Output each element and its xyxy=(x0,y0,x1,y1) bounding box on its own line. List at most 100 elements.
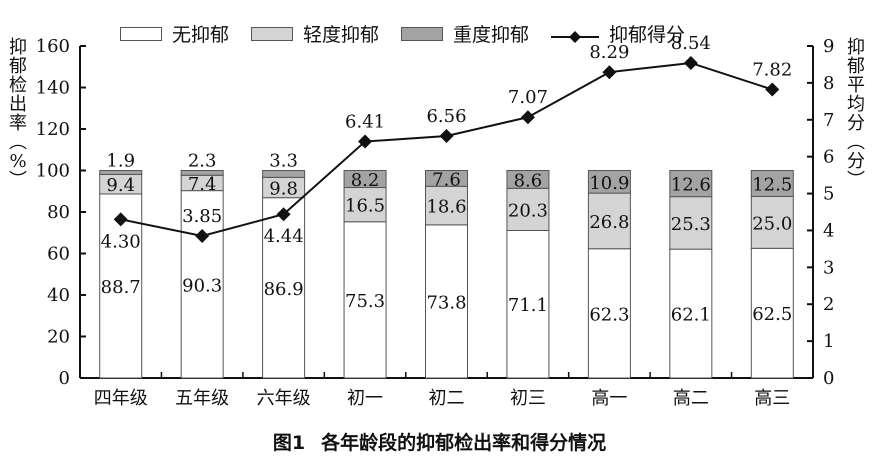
legend-label-none: 无抑郁 xyxy=(172,24,230,46)
left-tick-label: 40 xyxy=(47,285,70,306)
score-value-label: 6.56 xyxy=(426,106,466,127)
score-value-label: 8.54 xyxy=(671,33,711,54)
score-marker-diamond-icon xyxy=(195,228,210,243)
bar-value-label: 9.4 xyxy=(106,175,135,196)
bar-value-label: 86.9 xyxy=(264,279,304,300)
legend-swatch-severe xyxy=(401,26,444,41)
legend-label-score: 抑郁得分 xyxy=(609,24,686,46)
bar-value-label: 25.3 xyxy=(671,214,711,235)
chart-legend: 无抑郁 轻度抑郁 重度抑郁 抑郁得分 xyxy=(120,20,707,47)
x-category-label: 五年级 xyxy=(175,388,229,409)
right-tick-label: 8 xyxy=(823,73,834,94)
bar-segment xyxy=(343,170,387,189)
x-category-label: 初一 xyxy=(347,388,383,409)
bar-value-label: 12.6 xyxy=(671,175,711,196)
bar-value-label: 71.1 xyxy=(508,295,548,316)
bar-segment xyxy=(180,170,224,176)
score-value-label: 3.85 xyxy=(182,206,222,227)
score-value-label: 6.41 xyxy=(345,112,385,133)
right-tick-label: 7 xyxy=(823,110,834,131)
bar-segment xyxy=(506,170,550,189)
right-tick-label: 9 xyxy=(823,36,834,57)
right-tick-label: 0 xyxy=(823,368,834,389)
bar-value-label: 9.8 xyxy=(269,179,298,200)
right-tick-label: 3 xyxy=(823,257,834,278)
right-tick-label: 4 xyxy=(823,220,834,241)
bar-value-label: 25.0 xyxy=(752,213,792,234)
legend-item-severe: 重度抑郁 xyxy=(401,20,529,47)
bar-segment xyxy=(750,195,794,249)
legend-item-score: 抑郁得分 xyxy=(551,20,685,47)
left-tick-label: 80 xyxy=(47,202,70,223)
bar-value-label: 2.3 xyxy=(188,151,217,172)
score-value-label: 7.82 xyxy=(752,60,792,81)
bar-value-label: 18.6 xyxy=(426,197,466,218)
right-tick-label: 6 xyxy=(823,147,834,168)
bar-segment xyxy=(587,170,631,194)
bar-segment xyxy=(587,248,631,379)
bar-value-label: 62.3 xyxy=(589,304,629,325)
legend-item-mild: 轻度抑郁 xyxy=(251,20,379,47)
bar-segment xyxy=(425,170,468,187)
left-tick-label: 0 xyxy=(59,368,70,389)
bar-value-label: 7.6 xyxy=(432,169,461,190)
left-tick-label: 160 xyxy=(36,36,70,57)
score-value-label: 7.07 xyxy=(508,87,548,108)
right-axis-title: 抑郁平均分 ︵ 分 ︶ xyxy=(847,37,865,191)
legend-line-diamond-icon xyxy=(551,27,600,43)
bar-value-label: 73.8 xyxy=(426,292,466,313)
figure-caption-text: 各年龄段的抑郁检出率和得分情况 xyxy=(321,432,607,454)
bar-segment xyxy=(587,192,631,250)
bar-value-label: 7.4 xyxy=(188,174,217,195)
bar-segment xyxy=(750,170,794,197)
x-category-label: 高一 xyxy=(591,388,627,409)
legend-label-severe: 重度抑郁 xyxy=(453,24,530,46)
legend-item-none: 无抑郁 xyxy=(120,20,229,47)
left-tick-label: 120 xyxy=(36,119,70,140)
right-tick-label: 1 xyxy=(823,331,834,352)
bar-segment xyxy=(669,170,713,198)
score-marker-diamond-icon xyxy=(765,82,780,97)
bar-value-label: 26.8 xyxy=(589,212,629,233)
bar-segment xyxy=(180,190,224,379)
score-value-label: 4.44 xyxy=(264,226,304,247)
bar-value-label: 90.3 xyxy=(182,275,222,296)
bar-value-label: 1.9 xyxy=(106,151,135,172)
score-marker-diamond-icon xyxy=(358,134,373,149)
bar-value-label: 88.7 xyxy=(101,277,141,298)
bar-value-label: 62.5 xyxy=(752,304,792,325)
right-tick-label: 5 xyxy=(823,184,834,205)
legend-swatch-none xyxy=(120,26,162,41)
bar-value-label: 8.6 xyxy=(514,170,543,191)
bar-value-label: 3.3 xyxy=(269,151,298,172)
bar-value-label: 10.9 xyxy=(589,173,629,194)
bar-segment xyxy=(669,196,713,250)
bar-segment xyxy=(425,224,468,379)
score-marker-diamond-icon xyxy=(113,212,128,227)
score-marker-diamond-icon xyxy=(276,207,291,222)
x-category-label: 四年级 xyxy=(94,388,148,409)
x-category-label: 初三 xyxy=(510,388,546,409)
score-value-label: 4.30 xyxy=(101,231,141,252)
bar-segment xyxy=(506,229,550,379)
figure-label: 图1 xyxy=(272,432,306,454)
left-tick-label: 100 xyxy=(36,161,70,182)
bar-value-label: 75.3 xyxy=(345,291,385,312)
x-category-label: 六年级 xyxy=(257,388,311,409)
x-category-label: 高二 xyxy=(673,388,709,409)
bar-value-label: 8.2 xyxy=(351,170,380,191)
left-tick-label: 20 xyxy=(47,327,70,348)
bar-segment xyxy=(262,170,306,178)
left-axis-title: 抑郁检出率 ︵% ︶ xyxy=(9,37,27,191)
bar-value-label: 20.3 xyxy=(508,200,548,221)
score-marker-diamond-icon xyxy=(602,65,617,80)
bar-segment xyxy=(425,185,468,226)
right-tick-label: 2 xyxy=(823,294,834,315)
score-value-label: 8.29 xyxy=(589,42,629,63)
x-category-label: 高三 xyxy=(754,388,790,409)
bar-segment xyxy=(99,170,143,175)
bar-value-label: 12.5 xyxy=(752,174,792,195)
x-category-label: 初二 xyxy=(429,388,465,409)
left-tick-label: 60 xyxy=(47,244,70,265)
